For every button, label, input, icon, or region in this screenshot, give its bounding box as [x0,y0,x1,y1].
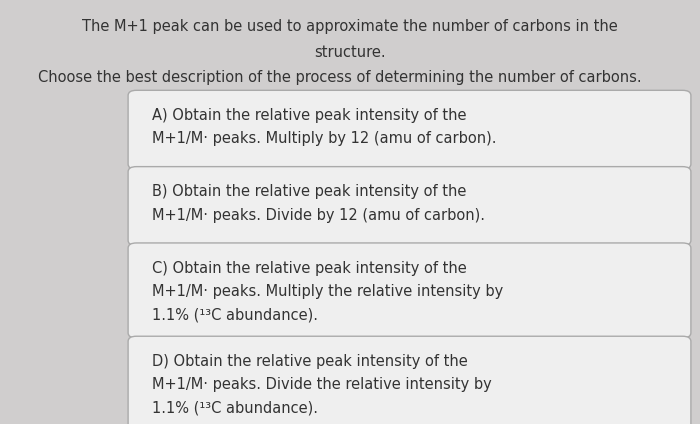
FancyBboxPatch shape [128,336,691,424]
Text: Choose the best description of the process of determining the number of carbons.: Choose the best description of the proce… [38,70,642,85]
FancyBboxPatch shape [128,90,691,169]
Text: M+1/M· peaks. Multiply the relative intensity by: M+1/M· peaks. Multiply the relative inte… [152,284,503,299]
FancyBboxPatch shape [128,167,691,245]
Text: 1.1% (¹³C abundance).: 1.1% (¹³C abundance). [152,307,318,322]
Text: M+1/M· peaks. Multiply by 12 (amu of carbon).: M+1/M· peaks. Multiply by 12 (amu of car… [152,131,496,146]
FancyBboxPatch shape [128,243,691,338]
Text: C) Obtain the relative peak intensity of the: C) Obtain the relative peak intensity of… [152,261,467,276]
Text: B) Obtain the relative peak intensity of the: B) Obtain the relative peak intensity of… [152,184,466,199]
Text: D) Obtain the relative peak intensity of the: D) Obtain the relative peak intensity of… [152,354,468,369]
Text: M+1/M· peaks. Divide by 12 (amu of carbon).: M+1/M· peaks. Divide by 12 (amu of carbo… [152,208,485,223]
Text: structure.: structure. [314,45,386,60]
Text: 1.1% (¹³C abundance).: 1.1% (¹³C abundance). [152,401,318,416]
Text: The M+1 peak can be used to approximate the number of carbons in the: The M+1 peak can be used to approximate … [82,19,618,34]
Text: A) Obtain the relative peak intensity of the: A) Obtain the relative peak intensity of… [152,108,466,123]
Text: M+1/M· peaks. Divide the relative intensity by: M+1/M· peaks. Divide the relative intens… [152,377,491,392]
